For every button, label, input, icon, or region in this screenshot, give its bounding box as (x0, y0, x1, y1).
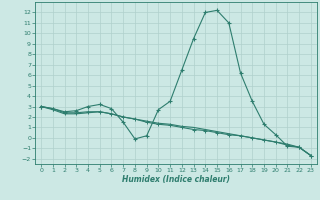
X-axis label: Humidex (Indice chaleur): Humidex (Indice chaleur) (122, 175, 230, 184)
